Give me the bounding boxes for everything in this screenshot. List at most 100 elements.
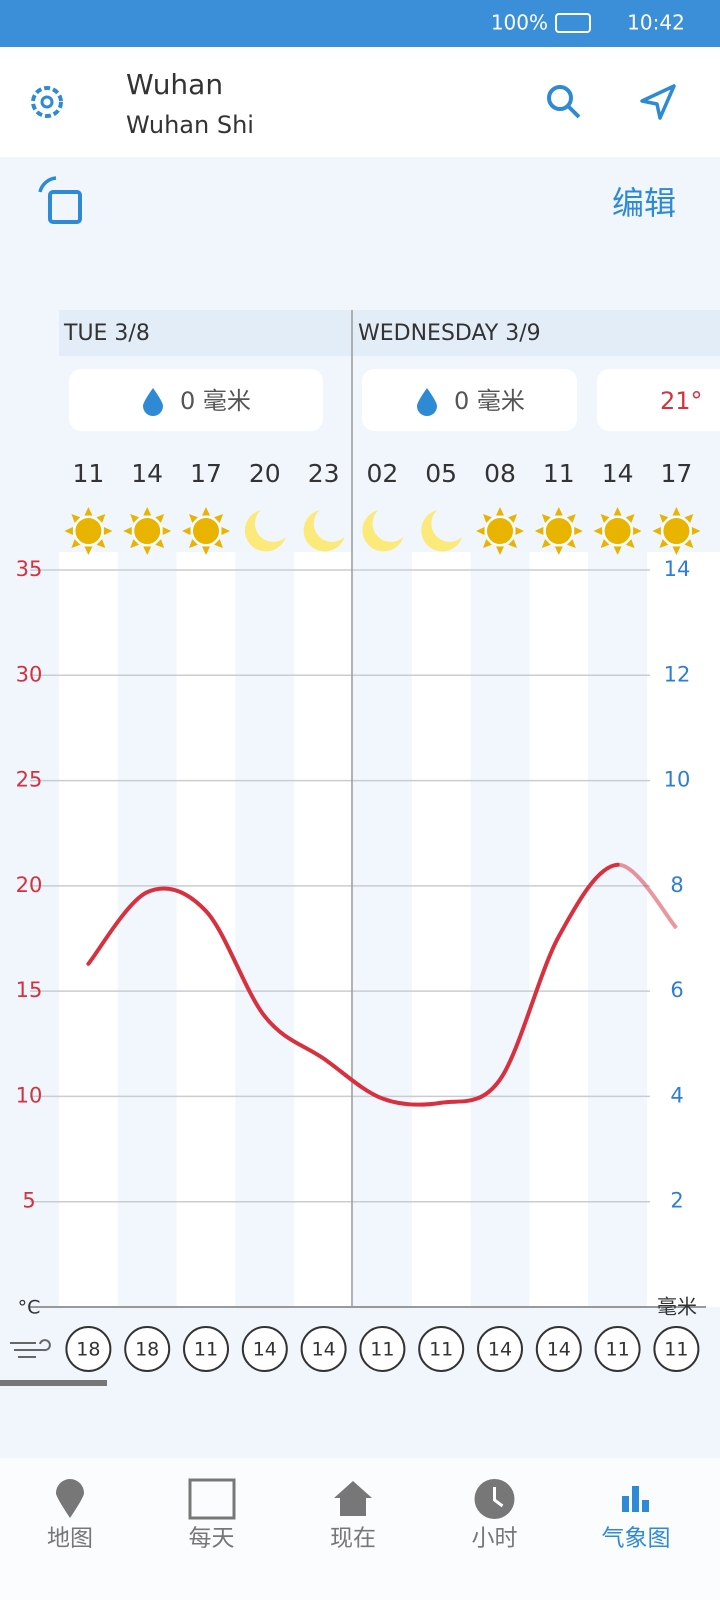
precip-card	[597, 369, 720, 431]
sun-ray	[652, 527, 661, 535]
sun-ray	[684, 539, 694, 548]
sun-ray	[130, 539, 140, 548]
nav-label[interactable]: 气象图	[602, 1526, 671, 1552]
sun-ray	[684, 514, 694, 523]
sun-ray	[64, 527, 73, 535]
sun-ray	[182, 527, 191, 535]
sun-ray	[71, 539, 81, 548]
sun-ray	[541, 539, 551, 548]
sun-ray	[221, 527, 230, 535]
sun-ray	[554, 507, 563, 516]
sun-ray	[103, 527, 113, 535]
sun-ray	[496, 546, 504, 555]
y2-tick-label: 14	[664, 557, 691, 581]
precip-amount: 0 毫米	[454, 387, 525, 415]
wind-badge	[418, 1326, 465, 1372]
sun-ray	[659, 539, 669, 548]
wind-speed: 11	[370, 1339, 394, 1361]
sun-icon	[543, 516, 574, 546]
sun-ray	[600, 539, 610, 548]
nav-items: 地图 每天 现在 小时 气象图	[47, 1478, 671, 1552]
max-temp: 21°	[660, 387, 703, 415]
y2-tick-label: 6	[670, 978, 683, 1002]
wind-speed: 14	[547, 1339, 571, 1361]
sun-ray	[202, 507, 210, 516]
wind-badge	[300, 1326, 347, 1372]
column-stripe	[235, 552, 295, 1307]
wind-badge	[359, 1326, 406, 1372]
nav-label[interactable]: 每天	[189, 1526, 235, 1552]
hour-label: 20	[249, 459, 281, 488]
sun-icon	[191, 516, 221, 546]
sun-ray	[515, 527, 524, 535]
sun-ray	[214, 514, 223, 523]
y2-tick-label: 8	[670, 873, 683, 897]
nav-label[interactable]: 小时	[472, 1526, 518, 1552]
hour-label: 17	[660, 459, 692, 488]
sun-ray	[214, 539, 223, 548]
wind-badge	[124, 1326, 171, 1372]
hour-label: 05	[425, 459, 457, 488]
sun-ray	[143, 507, 152, 516]
rotate-arrow	[38, 176, 57, 193]
clock-hands	[493, 1487, 504, 1508]
battery-icon	[555, 13, 591, 33]
sun-ray	[508, 539, 517, 548]
moon-icon	[421, 510, 463, 552]
sun-ray	[613, 546, 622, 555]
sun-ray	[625, 539, 635, 548]
sun-ray	[541, 514, 551, 523]
region: Wuhan Shi	[126, 111, 254, 139]
sun-ray	[672, 546, 681, 555]
temperature-line	[86, 862, 620, 1107]
sun-ray	[96, 539, 106, 548]
nav-icon	[56, 1479, 84, 1518]
chart: 5 10 15 20 25 30 35 2 4 6 8 10 12 14 °C 毫米 11 14 17 20 23 02 0…	[10, 310, 720, 1372]
y2-unit: 毫米	[657, 1295, 697, 1319]
settings-icon-core	[40, 95, 54, 109]
drop-icon	[143, 388, 163, 416]
wind-badge	[653, 1326, 700, 1372]
settings-icon[interactable]	[31, 86, 63, 118]
sun-ray	[96, 514, 106, 523]
hour-label: 11	[72, 459, 104, 488]
sun-ray	[625, 514, 635, 523]
sun-ray	[554, 546, 563, 555]
sun-ray	[189, 514, 198, 523]
sun-ray	[508, 514, 517, 523]
drop-icon	[417, 388, 437, 416]
sun-ray	[123, 527, 132, 535]
day-header	[59, 310, 720, 356]
sun-ray	[130, 514, 140, 523]
rotate-icon[interactable]	[48, 190, 82, 224]
day-label: TUE 3/8	[63, 321, 150, 346]
sun-icon	[485, 516, 515, 546]
y-tick-label: 25	[16, 768, 43, 792]
sun-ray	[566, 539, 576, 548]
hour-label: 14	[602, 459, 634, 488]
day-label: WEDNESDAY 3/9	[358, 321, 541, 346]
wind-speed: 11	[664, 1339, 688, 1361]
battery: 100%	[491, 11, 548, 35]
wind-speed: 18	[135, 1339, 159, 1361]
sun-ray	[574, 527, 583, 535]
sun-icon	[132, 516, 163, 546]
sun-ray	[600, 514, 610, 523]
wind-speed: 14	[312, 1339, 336, 1361]
edit-button[interactable]: 编辑	[612, 184, 676, 222]
nav-label[interactable]: 现在	[330, 1526, 376, 1552]
nav-icon	[334, 1481, 372, 1516]
search-icon[interactable]	[547, 85, 573, 111]
wind-speed: 14	[488, 1339, 512, 1361]
precip-amount: 0 毫米	[180, 387, 251, 415]
location-icon[interactable]	[640, 84, 676, 120]
temperature-line-forecast	[617, 862, 678, 930]
bottom-nav	[0, 1458, 720, 1600]
nav-label[interactable]: 地图	[47, 1526, 93, 1552]
y-unit: °C	[18, 1297, 41, 1319]
sun-ray	[189, 539, 198, 548]
sun-ray	[202, 546, 210, 555]
y-tick-label: 10	[16, 1083, 43, 1107]
column-stripe	[470, 552, 530, 1307]
